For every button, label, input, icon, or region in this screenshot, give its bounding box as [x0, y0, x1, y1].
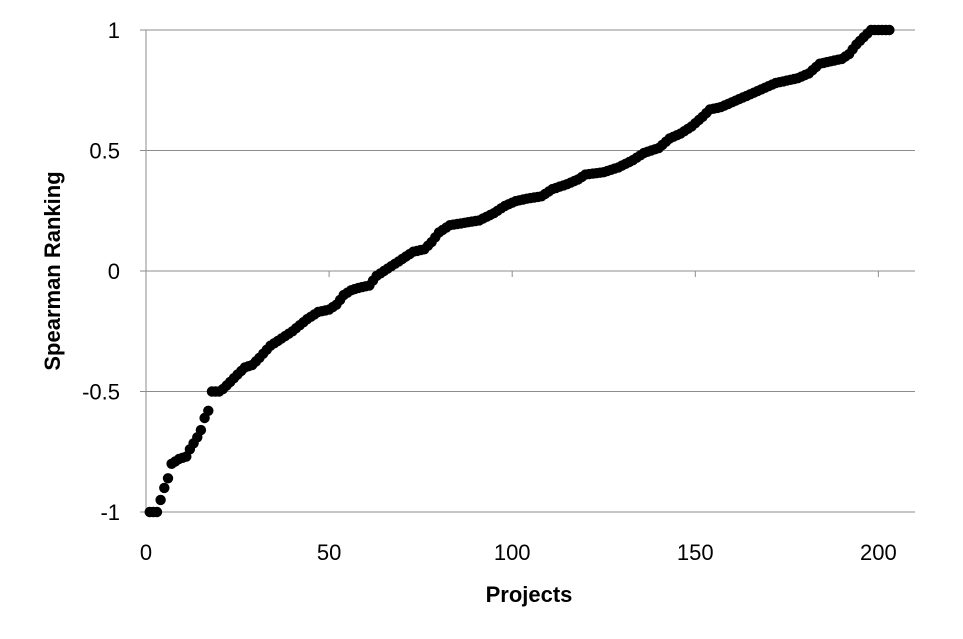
x-tick-label-3: 150 [677, 540, 714, 565]
x-tick-label-4: 200 [860, 540, 897, 565]
data-point [155, 494, 166, 506]
x-tick-label-2: 100 [494, 540, 531, 565]
y-tick-label-3: -0.5 [82, 380, 120, 405]
x-axis-title: Projects [486, 582, 573, 607]
axes [140, 29, 879, 513]
y-axis-title: Spearman Ranking [40, 171, 65, 370]
gridlines [146, 29, 915, 513]
x-tick-labels: 0 50 100 150 200 [140, 540, 897, 565]
y-tick-label-1: 0.5 [89, 139, 120, 164]
data-point [195, 424, 207, 436]
x-tick-label-1: 50 [317, 540, 341, 565]
data-point [151, 506, 163, 518]
x-tick-label-0: 0 [140, 540, 152, 565]
y-tick-label-2: 0 [108, 259, 120, 284]
data-point [162, 473, 174, 484]
data-point [884, 24, 895, 36]
y-tick-labels: 1 0.5 0 -0.5 -1 [82, 18, 120, 525]
y-tick-label-0: 1 [108, 18, 120, 43]
data-point [203, 405, 214, 416]
y-tick-label-4: -1 [100, 500, 120, 525]
data-points [144, 24, 895, 518]
data-point [159, 482, 170, 494]
